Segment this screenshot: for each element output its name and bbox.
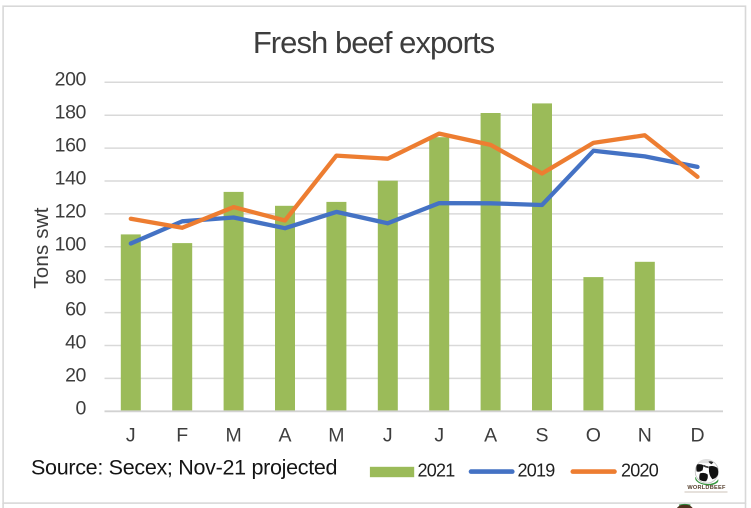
svg-text:WORLDBEEF: WORLDBEEF [687,485,726,491]
